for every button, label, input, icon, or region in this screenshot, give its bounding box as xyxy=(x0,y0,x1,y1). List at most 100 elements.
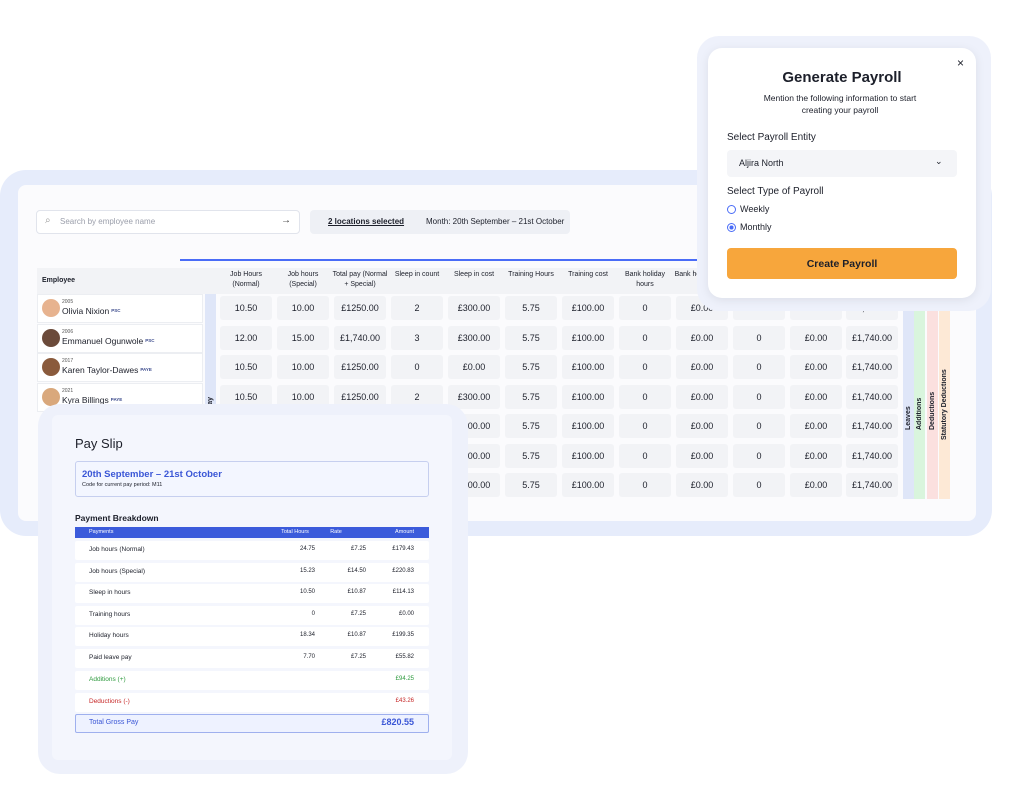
employee-type: PAYE xyxy=(140,367,152,372)
table-cell: £0.00 xyxy=(790,384,842,409)
dropdown-caret: ⌄ xyxy=(935,156,943,166)
table-cell: £1,740.00 xyxy=(334,325,386,350)
table-cell: 10.00 xyxy=(277,355,329,379)
create-button[interactable]: Create Payroll xyxy=(727,248,957,279)
column-header: Training Hours xyxy=(508,271,554,278)
table-cell: £1250.00 xyxy=(334,296,386,320)
row-rate: £7.25 xyxy=(350,610,366,617)
table-cell: 3 xyxy=(391,325,443,350)
table-cell: 15.00 xyxy=(277,325,329,350)
header-cell: Total Hours xyxy=(281,529,309,535)
row-rate: £7.25 xyxy=(350,654,366,660)
table-cell: £1,740.00 xyxy=(846,384,898,409)
table-cell: 0 xyxy=(733,355,785,379)
row-amount: £94.25 xyxy=(395,676,414,682)
table-cell: £300.00 xyxy=(448,296,500,320)
payslip-row xyxy=(75,693,429,712)
payslip-row xyxy=(75,627,429,647)
table-cell: 0 xyxy=(391,355,443,379)
payslip-row xyxy=(75,562,429,582)
row-amount: £55.82 xyxy=(395,654,414,660)
table-cell: £0.00 xyxy=(790,443,842,468)
column-header: Employee xyxy=(42,277,76,284)
table-cell: 10.50 xyxy=(220,355,272,379)
table-cell: £0.00 xyxy=(676,384,728,409)
table-cell: £100.00 xyxy=(562,414,614,438)
table-cell: £100.00 xyxy=(562,296,614,320)
modal-subtitle: Mention the following information to sta… xyxy=(763,93,917,115)
table-cell: 5.75 xyxy=(505,384,557,409)
table-cell: £0.00 xyxy=(790,414,842,438)
group-strip xyxy=(927,294,938,499)
column-header: Sleep in cost xyxy=(453,271,495,278)
period: 20th September – 21st October xyxy=(82,469,222,480)
radio[interactable] xyxy=(727,222,736,232)
table-cell: 0 xyxy=(619,473,671,497)
avatar xyxy=(42,358,60,376)
group-label: Statutory Deductions xyxy=(941,369,948,440)
table-cell: £0.00 xyxy=(790,355,842,379)
table-header xyxy=(75,527,429,538)
table-cell: £0.00 xyxy=(790,473,842,497)
employee-name: Karen Taylor-Dawes xyxy=(62,365,139,375)
table-cell: 0 xyxy=(619,384,671,409)
group-strip xyxy=(939,294,950,499)
table-cell: £0.00 xyxy=(448,355,500,379)
search-placeholder: Search by employee name xyxy=(60,217,156,226)
total-amount: £820.55 xyxy=(381,717,414,727)
row-rate: £10.87 xyxy=(347,589,366,596)
table-cell: 10.50 xyxy=(220,296,272,320)
employee-code: 2021 xyxy=(62,387,74,394)
search-box[interactable] xyxy=(36,210,300,234)
avatar xyxy=(42,299,60,317)
row-amount: £179.43 xyxy=(392,546,414,552)
close-button[interactable]: × xyxy=(957,56,965,70)
row-hours: 0 xyxy=(311,610,315,617)
dropdown[interactable] xyxy=(727,150,957,177)
radio-label: Monthly xyxy=(740,221,772,232)
table-cell: 5.75 xyxy=(505,473,557,497)
employee-name: Emmanuel Ogunwole xyxy=(62,335,144,346)
row-amount: £0.00 xyxy=(398,610,414,617)
table-cell: £0.00 xyxy=(676,443,728,468)
payslip-title: Pay Slip xyxy=(75,436,123,451)
row-rate: £10.87 xyxy=(347,632,366,639)
row-amount: £199.35 xyxy=(392,632,414,639)
employee-code: 2006 xyxy=(62,328,74,335)
table-cell: £100.00 xyxy=(562,443,614,468)
group-label: Additions xyxy=(916,397,923,430)
table-cell: 5.75 xyxy=(505,296,557,320)
table-cell: 0 xyxy=(619,443,671,468)
row-hours: 18.34 xyxy=(299,632,315,639)
table-cell: 0 xyxy=(733,443,785,468)
avatar xyxy=(42,328,60,347)
table-cell: 0 xyxy=(619,325,671,350)
table-cell: 0 xyxy=(733,325,785,350)
row-label: Job hours (Normal) xyxy=(89,546,145,553)
employee-code: 2005 xyxy=(62,299,74,305)
table-cell: £100.00 xyxy=(562,384,614,409)
employee-code: 2017 xyxy=(62,358,74,364)
table-cell: £1250.00 xyxy=(334,355,386,379)
month-label: Month: 20th September – 21st October xyxy=(426,217,565,226)
table-cell: 5.75 xyxy=(505,325,557,350)
field-label: Select Payroll Entity xyxy=(727,132,816,143)
table-cell: £1,740.00 xyxy=(846,325,898,350)
payslip-row xyxy=(75,584,429,604)
row-label: Additions (+) xyxy=(89,676,126,683)
employee-cell xyxy=(37,294,203,323)
header-cell: Payments xyxy=(89,529,114,535)
table-cell: £1,740.00 xyxy=(846,443,898,468)
employee-type: PSC xyxy=(111,308,121,313)
column-header: Bank holiday hours xyxy=(624,271,666,288)
progress-line xyxy=(180,259,710,261)
radio[interactable] xyxy=(727,205,736,214)
row-amount: £114.13 xyxy=(392,589,414,596)
table-cell: £1,740.00 xyxy=(846,355,898,379)
location-link[interactable]: 2 locations selected xyxy=(328,217,405,226)
row-hours: 10.50 xyxy=(299,589,315,596)
table-cell: £0.00 xyxy=(676,473,728,497)
total-label: Total Gross Pay xyxy=(89,719,139,726)
table-cell: £300.00 xyxy=(448,384,500,409)
